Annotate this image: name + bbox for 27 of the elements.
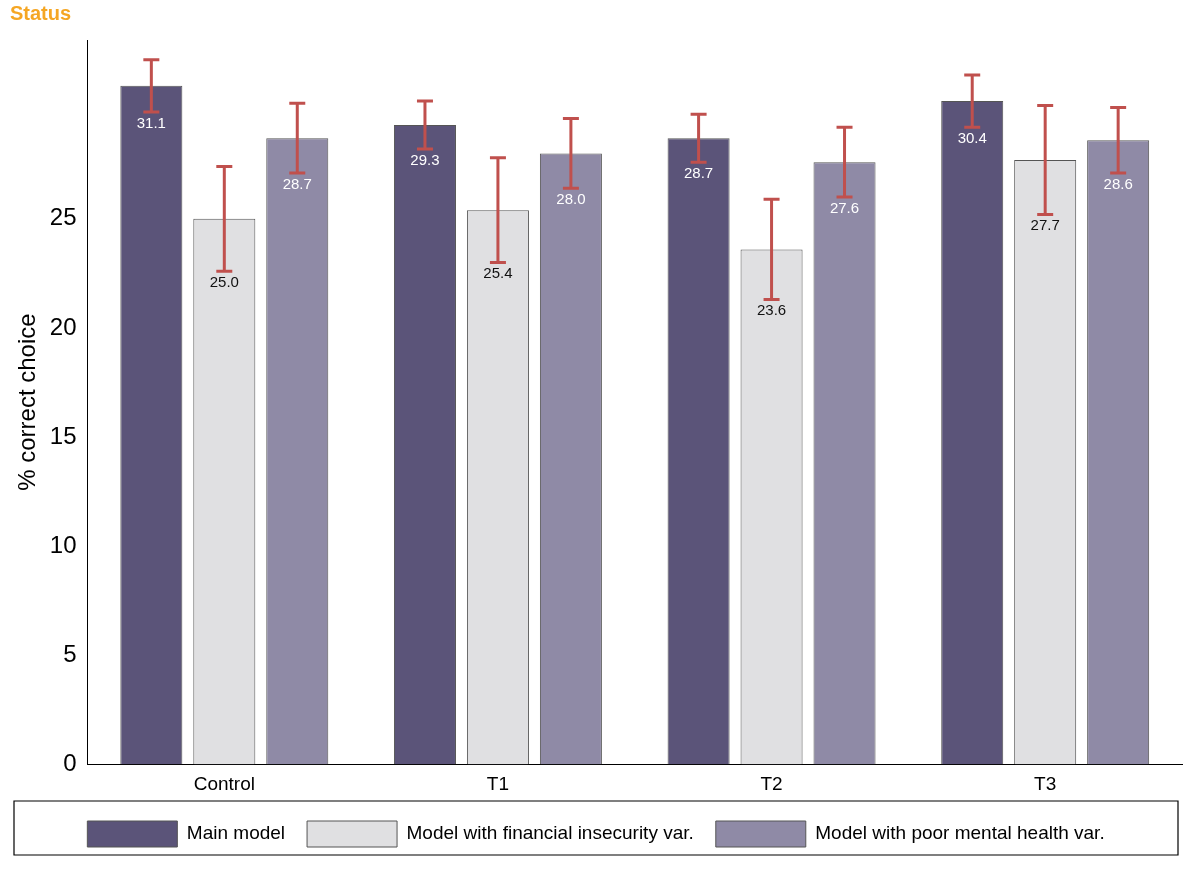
- legend-label: Model with financial insecurity var.: [406, 822, 694, 844]
- legend-label: Model with poor mental health var.: [815, 822, 1105, 844]
- data-label: 23.6: [756, 301, 787, 319]
- data-label: 28.7: [282, 174, 312, 192]
- legend-label: Main model: [186, 822, 286, 844]
- x-tick-label: T1: [486, 772, 510, 794]
- y-tick-label: 15: [49, 421, 77, 449]
- data-label: 25.4: [483, 264, 513, 282]
- data-label: 29.3: [410, 150, 440, 168]
- y-tick-label: 20: [49, 312, 77, 340]
- chart-title: Status: [10, 1, 72, 24]
- data-label: 28.6: [1103, 174, 1133, 192]
- y-tick-label: 10: [49, 530, 77, 558]
- y-tick-label: 5: [63, 639, 77, 667]
- y-axis-title: % correct choice: [13, 313, 41, 491]
- x-tick-label: T2: [760, 772, 783, 794]
- y-tick-label: 25: [49, 203, 77, 231]
- data-label: 27.6: [829, 198, 860, 216]
- data-label: 25.0: [209, 272, 239, 290]
- x-tick-label: T3: [1034, 772, 1057, 794]
- data-label: 28.7: [683, 163, 714, 181]
- x-tick-label: Control: [193, 772, 255, 794]
- data-label: 27.7: [1030, 216, 1060, 234]
- data-label: 31.1: [136, 113, 166, 131]
- y-tick-label: 0: [63, 748, 77, 776]
- data-label: 28.0: [556, 189, 586, 207]
- data-label: 30.4: [957, 128, 987, 146]
